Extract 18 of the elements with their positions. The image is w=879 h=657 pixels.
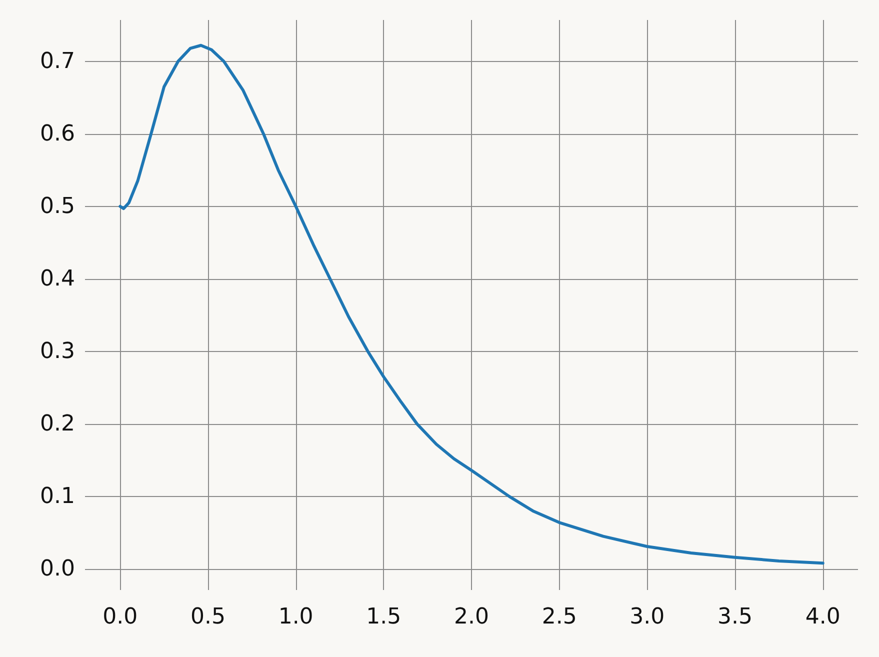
y-tick-label: 0.5 (40, 194, 75, 219)
line-series (118, 44, 824, 565)
x-tick-label: 0.5 (190, 604, 226, 630)
y-tick-label: 0.1 (40, 484, 75, 509)
x-tick-label: 3.0 (630, 604, 665, 630)
x-tick-label: 1.0 (278, 604, 314, 630)
y-tick-label: 0.2 (40, 411, 75, 436)
y-tick-label: 0.3 (40, 338, 75, 364)
x-tick-label: 2.0 (454, 604, 489, 630)
x-tick-label: 0.0 (102, 604, 138, 630)
y-tick-label: 0.7 (40, 48, 75, 74)
y-tick-label: 0.6 (40, 121, 75, 146)
x-tick-label: 1.5 (366, 604, 402, 630)
y-tick-label: 0.0 (40, 556, 75, 582)
x-tick-label: 4.0 (805, 604, 840, 630)
y-tick-label: 0.4 (40, 266, 75, 292)
x-tick-label: 3.5 (718, 604, 753, 630)
x-tick-label: 2.5 (542, 604, 577, 630)
